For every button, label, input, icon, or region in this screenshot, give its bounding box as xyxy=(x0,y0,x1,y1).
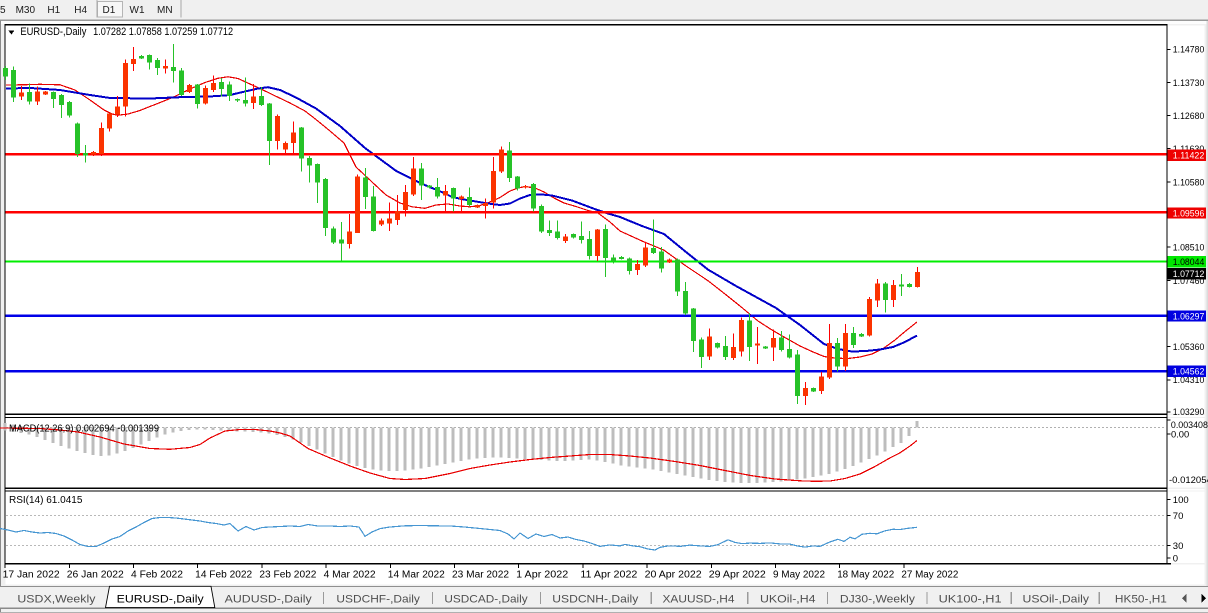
svg-text:AUDUSD-,Daily: AUDUSD-,Daily xyxy=(225,593,313,605)
svg-text:1.07460: 1.07460 xyxy=(1173,276,1205,287)
svg-text:1.08044: 1.08044 xyxy=(1173,257,1205,268)
svg-text:1.13730: 1.13730 xyxy=(1173,78,1205,89)
svg-text:11 Apr 2022: 11 Apr 2022 xyxy=(580,570,637,581)
svg-text:USOil-,Daily: USOil-,Daily xyxy=(1023,593,1090,605)
svg-text:M30: M30 xyxy=(16,5,36,16)
svg-text:4 Mar 2022: 4 Mar 2022 xyxy=(324,570,376,581)
svg-text:0.00: 0.00 xyxy=(1171,430,1189,441)
svg-text:1 Apr 2022: 1 Apr 2022 xyxy=(516,570,568,581)
svg-text:1.04310: 1.04310 xyxy=(1173,375,1205,386)
svg-text:H4: H4 xyxy=(74,5,87,16)
svg-text:UKOil-,H4: UKOil-,H4 xyxy=(760,593,816,605)
svg-text:MN: MN xyxy=(157,5,173,16)
svg-text:26 Jan 2022: 26 Jan 2022 xyxy=(67,570,124,581)
svg-text:1.07712: 1.07712 xyxy=(1173,269,1205,280)
svg-text:USDX,Weekly: USDX,Weekly xyxy=(17,593,96,605)
svg-text:1.07282 1.07858 1.07259 1.0771: 1.07282 1.07858 1.07259 1.07712 xyxy=(93,26,233,38)
svg-text:HK50-,H1: HK50-,H1 xyxy=(1115,593,1167,605)
svg-text:14 Feb 2022: 14 Feb 2022 xyxy=(195,570,252,581)
svg-text:W1: W1 xyxy=(130,5,145,16)
svg-text:1.14780: 1.14780 xyxy=(1173,45,1205,56)
svg-text:USDCHF-,Daily: USDCHF-,Daily xyxy=(336,593,420,605)
svg-text:1.11422: 1.11422 xyxy=(1173,151,1205,162)
svg-text:USDCNH-,Daily: USDCNH-,Daily xyxy=(552,593,639,605)
svg-text:20 Apr 2022: 20 Apr 2022 xyxy=(645,570,702,581)
svg-text:1.04562: 1.04562 xyxy=(1173,367,1205,378)
svg-text:USDCAD-,Daily: USDCAD-,Daily xyxy=(444,593,528,605)
svg-text:1.08510: 1.08510 xyxy=(1173,243,1205,254)
svg-text:EURUSD-,Daily: EURUSD-,Daily xyxy=(20,26,86,38)
svg-text:-0.012054: -0.012054 xyxy=(1169,475,1208,486)
svg-text:0.003408: 0.003408 xyxy=(1171,420,1208,431)
svg-text:UK100-,H1: UK100-,H1 xyxy=(939,593,1002,605)
svg-text:27 May 2022: 27 May 2022 xyxy=(901,570,958,581)
svg-text:1.05360: 1.05360 xyxy=(1173,342,1205,353)
svg-text:23 Mar 2022: 23 Mar 2022 xyxy=(452,570,509,581)
svg-text:D1: D1 xyxy=(103,5,116,16)
svg-text:30: 30 xyxy=(1173,541,1184,552)
svg-text:18 May 2022: 18 May 2022 xyxy=(837,570,894,581)
svg-text:EURUSD-,Daily: EURUSD-,Daily xyxy=(117,593,205,605)
svg-text:1.11630: 1.11630 xyxy=(1173,144,1205,155)
svg-text:17 Jan 2022: 17 Jan 2022 xyxy=(3,570,60,581)
svg-text:DJ30-,Weekly: DJ30-,Weekly xyxy=(840,593,916,605)
svg-text:1.06297: 1.06297 xyxy=(1173,311,1205,322)
svg-text:29 Apr 2022: 29 Apr 2022 xyxy=(709,570,766,581)
svg-text:MACD(12,26,9) 0.002694 -0.0013: MACD(12,26,9) 0.002694 -0.001399 xyxy=(9,423,159,434)
svg-text:70: 70 xyxy=(1173,511,1184,522)
svg-text:1.03290: 1.03290 xyxy=(1173,407,1205,418)
svg-text:1.12680: 1.12680 xyxy=(1173,111,1205,122)
svg-text:0: 0 xyxy=(1173,553,1178,564)
svg-text:H1: H1 xyxy=(47,5,60,16)
svg-text:23 Feb 2022: 23 Feb 2022 xyxy=(259,570,316,581)
svg-text:14 Mar 2022: 14 Mar 2022 xyxy=(388,570,445,581)
svg-text:9 May 2022: 9 May 2022 xyxy=(773,570,825,581)
svg-text:4 Feb 2022: 4 Feb 2022 xyxy=(131,570,183,581)
svg-text:1.10580: 1.10580 xyxy=(1173,177,1205,188)
svg-text:XAUUSD-,H4: XAUUSD-,H4 xyxy=(663,593,735,605)
svg-text:100: 100 xyxy=(1173,495,1189,506)
svg-text:RSI(14) 61.0415: RSI(14) 61.0415 xyxy=(9,495,83,506)
svg-text:1.09596: 1.09596 xyxy=(1173,208,1205,219)
svg-text:5: 5 xyxy=(0,5,6,16)
